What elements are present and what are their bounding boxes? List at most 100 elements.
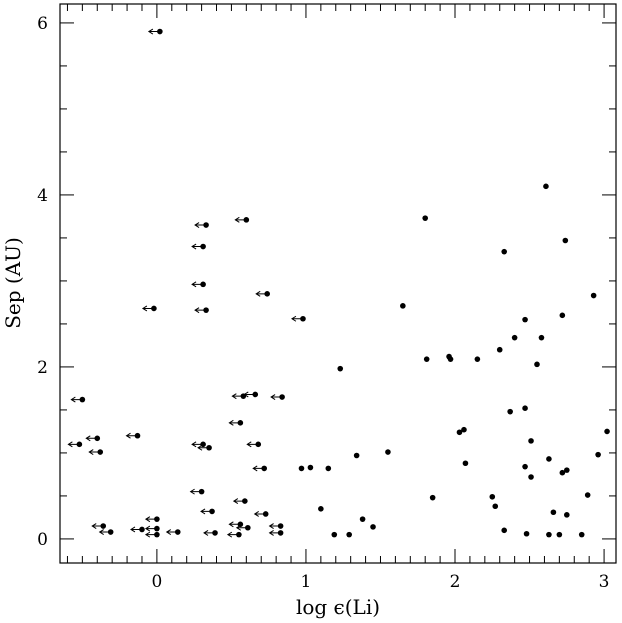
upper-limit-point bbox=[144, 525, 160, 532]
upper-limit-arrow bbox=[144, 525, 157, 532]
detection-point bbox=[528, 438, 534, 444]
detection-point bbox=[462, 460, 469, 467]
upper-limit-arrow bbox=[130, 526, 142, 533]
detection-point bbox=[543, 183, 549, 190]
upper-limit-point bbox=[91, 523, 107, 529]
upper-limit-point bbox=[144, 516, 160, 523]
detection-point bbox=[538, 334, 545, 341]
upper-limit-arrow bbox=[197, 444, 210, 451]
upper-limit-arrow bbox=[228, 419, 241, 426]
y-tick-label: 2 bbox=[37, 358, 48, 378]
upper-limit-point bbox=[67, 441, 83, 448]
detection-point bbox=[346, 531, 352, 538]
upper-limit-arrow bbox=[231, 393, 244, 400]
upper-limit-point bbox=[232, 498, 248, 505]
upper-limit-arrow bbox=[268, 529, 281, 536]
detection-point bbox=[353, 452, 360, 459]
upper-limit-point bbox=[197, 444, 212, 451]
upper-limit-point bbox=[270, 394, 285, 400]
upper-limit-point bbox=[88, 449, 104, 455]
detection-point bbox=[578, 531, 585, 538]
upper-limit-point bbox=[194, 222, 209, 228]
detection-point bbox=[595, 451, 601, 458]
y-tick-label: 0 bbox=[37, 530, 48, 550]
detection-point bbox=[501, 527, 508, 534]
detection-point bbox=[429, 494, 436, 501]
upper-limit-point bbox=[98, 529, 114, 535]
upper-limit-arrow bbox=[194, 222, 207, 228]
detection-point bbox=[318, 506, 324, 512]
upper-limit-arrow bbox=[203, 529, 216, 536]
detection-point bbox=[489, 493, 496, 500]
detection-point bbox=[461, 426, 467, 433]
detection-point bbox=[556, 531, 563, 538]
detection-point bbox=[456, 429, 463, 436]
upper-limit-arrow bbox=[194, 307, 207, 314]
upper-limit-arrow bbox=[125, 432, 138, 439]
upper-limit-arrow bbox=[88, 449, 101, 455]
upper-limit-arrow bbox=[253, 511, 266, 517]
upper-limit-arrow bbox=[291, 315, 303, 322]
y-tick-labels: 0 2 4 6 bbox=[37, 14, 48, 550]
detection-point bbox=[550, 509, 557, 516]
upper-limit-arrow bbox=[255, 290, 268, 297]
upper-limit-point bbox=[228, 419, 244, 426]
detection-point bbox=[307, 464, 314, 471]
upper-limit-point bbox=[268, 529, 284, 536]
detection-point bbox=[522, 316, 528, 323]
upper-limit-point bbox=[70, 396, 86, 403]
detection-point bbox=[564, 467, 570, 473]
upper-limit-point bbox=[130, 526, 145, 533]
upper-limit-arrow bbox=[228, 521, 241, 528]
detection-point bbox=[522, 405, 528, 412]
upper-limit-arrow bbox=[234, 216, 247, 223]
major-ticks bbox=[60, 4, 616, 563]
upper-limit-arrow bbox=[235, 524, 248, 531]
detection-point bbox=[496, 346, 503, 353]
detection-point bbox=[331, 531, 338, 538]
upper-limit-point bbox=[234, 216, 250, 223]
detection-point bbox=[385, 449, 391, 455]
upper-limit-point bbox=[231, 393, 247, 400]
upper-limit-point bbox=[191, 441, 206, 448]
detection-point bbox=[492, 503, 499, 510]
upper-limit-point bbox=[252, 465, 268, 472]
x-axis-label: log ϵ(Li) bbox=[296, 595, 380, 619]
detection-point bbox=[422, 215, 429, 221]
upper-limit-point bbox=[85, 435, 101, 442]
detection-point bbox=[447, 356, 454, 362]
upper-limit-arrow bbox=[191, 441, 204, 448]
upper-limit-point bbox=[235, 524, 251, 531]
detection-point bbox=[559, 469, 566, 476]
y-axis-label: Sep (AU) bbox=[1, 237, 25, 329]
upper-limit-arrow bbox=[232, 498, 245, 505]
data-points bbox=[67, 28, 610, 538]
upper-limit-point bbox=[228, 521, 244, 528]
detection-point bbox=[534, 361, 540, 368]
upper-limit-point bbox=[203, 529, 218, 536]
upper-limit-point bbox=[144, 531, 160, 538]
upper-limit-arrow bbox=[70, 396, 83, 403]
upper-limit-arrow bbox=[91, 523, 104, 529]
detection-point bbox=[559, 312, 566, 319]
detection-point bbox=[423, 356, 430, 362]
upper-limit-arrow bbox=[85, 435, 98, 442]
upper-limit-arrow bbox=[67, 441, 80, 448]
detection-point bbox=[546, 531, 552, 538]
plot-frame bbox=[59, 3, 617, 564]
upper-limit-point bbox=[147, 28, 163, 35]
upper-limit-arrow bbox=[189, 488, 202, 495]
upper-limit-arrow bbox=[200, 508, 213, 515]
upper-limit-point bbox=[141, 305, 157, 312]
detection-point bbox=[522, 463, 528, 470]
detection-point bbox=[562, 237, 569, 244]
detection-point bbox=[604, 428, 610, 435]
upper-limit-point bbox=[191, 243, 206, 250]
detection-point bbox=[564, 512, 570, 518]
upper-limit-point bbox=[291, 315, 306, 322]
upper-limit-arrow bbox=[141, 305, 154, 312]
detection-point bbox=[590, 292, 597, 299]
upper-limit-arrow bbox=[243, 391, 256, 398]
upper-limit-arrow bbox=[270, 394, 283, 400]
